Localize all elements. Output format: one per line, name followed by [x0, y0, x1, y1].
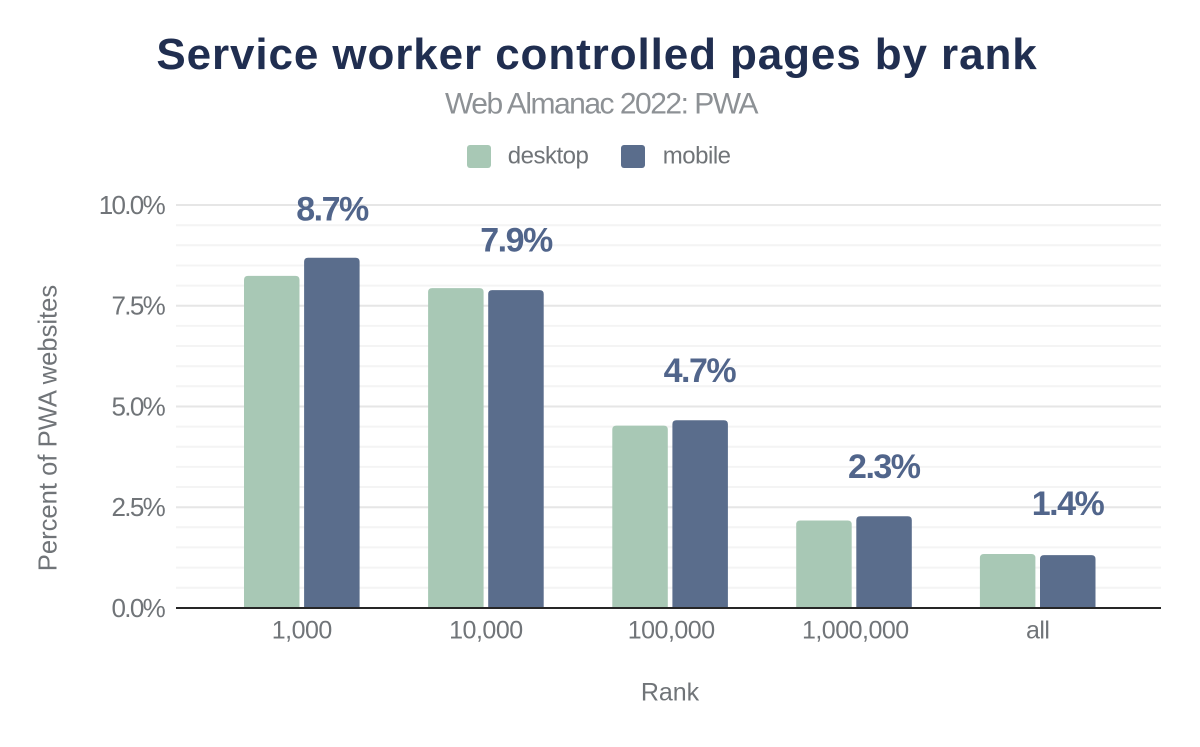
svg-text:mobile: mobile: [663, 142, 731, 169]
svg-text:0.0%: 0.0%: [112, 593, 166, 623]
svg-text:Percent of PWA websites: Percent of PWA websites: [35, 285, 63, 571]
svg-text:7.5%: 7.5%: [112, 291, 166, 321]
svg-text:8.7%: 8.7%: [296, 191, 369, 229]
svg-text:7.9%: 7.9%: [480, 221, 553, 259]
svg-text:2.3%: 2.3%: [848, 448, 921, 486]
svg-text:2.5%: 2.5%: [112, 492, 166, 522]
svg-text:Rank: Rank: [641, 679, 700, 707]
svg-text:4.7%: 4.7%: [664, 352, 737, 390]
svg-text:Service worker controlled page: Service worker controlled pages by rank: [156, 30, 1037, 79]
svg-text:10,000: 10,000: [449, 617, 522, 645]
svg-text:desktop: desktop: [508, 142, 589, 169]
svg-text:1.4%: 1.4%: [1032, 485, 1105, 523]
svg-text:5.0%: 5.0%: [112, 391, 166, 421]
svg-text:all: all: [1026, 617, 1050, 645]
svg-text:100,000: 100,000: [628, 617, 715, 645]
svg-text:10.0%: 10.0%: [99, 190, 166, 220]
svg-text:1,000: 1,000: [272, 617, 332, 645]
svg-text:Web Almanac 2022: PWA: Web Almanac 2022: PWA: [445, 87, 758, 120]
svg-text:1,000,000: 1,000,000: [802, 617, 909, 645]
